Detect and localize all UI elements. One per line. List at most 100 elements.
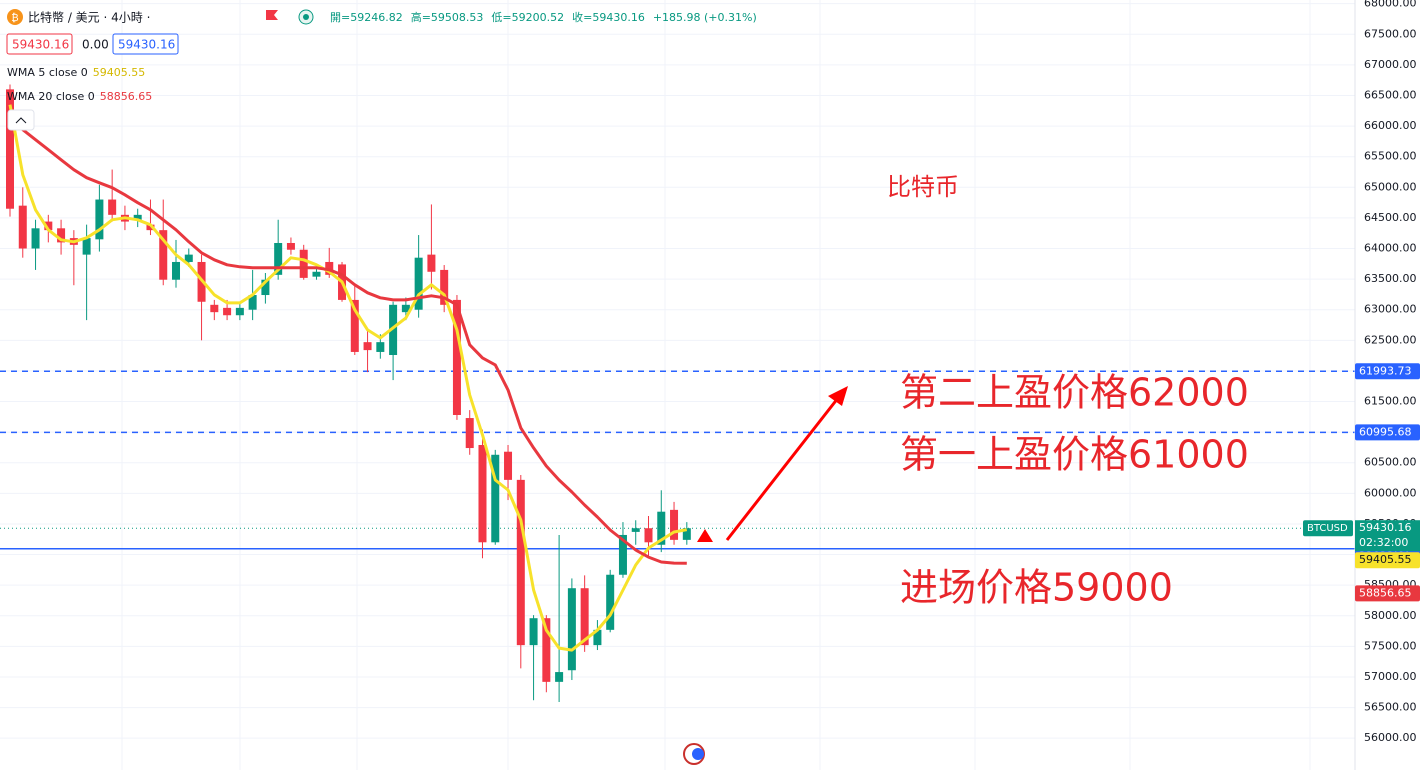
candle-body	[6, 89, 14, 209]
y-tick-label: 64000.00	[1364, 242, 1417, 255]
wma-tag-bg	[1355, 585, 1420, 602]
coin-icon	[7, 9, 23, 25]
candle-body	[606, 574, 615, 630]
coin-icon-glyph: ₿	[11, 12, 18, 24]
legend-value: 58856.65	[100, 90, 153, 103]
candle-body	[593, 629, 602, 646]
candle-body	[389, 304, 398, 356]
symbol-tag-bg	[1303, 520, 1353, 537]
candle-body	[299, 249, 308, 278]
candle-body	[631, 528, 640, 532]
annotation: 第二上盈价格62000	[900, 371, 1249, 415]
candle-body	[223, 307, 232, 316]
collapse-icon	[15, 117, 27, 124]
candle-body	[644, 528, 653, 543]
y-tick-label: 56000.00	[1364, 731, 1417, 744]
y-tick-label: 65500.00	[1364, 150, 1417, 163]
y-tick-label: 60500.00	[1364, 456, 1417, 469]
ohlc-value: +185.98 (+0.31%)	[653, 11, 757, 24]
hline-tag: 60995.68	[1359, 425, 1412, 438]
marker-triangle	[697, 529, 713, 542]
y-tick-label: 57000.00	[1364, 670, 1417, 683]
y-tick-label: 58000.00	[1364, 609, 1417, 622]
vertical-grid	[121, 0, 1311, 770]
y-tick-label: 61500.00	[1364, 395, 1417, 408]
candle-body	[516, 479, 525, 646]
y-tick-label: 65000.00	[1364, 180, 1417, 193]
target-arrow	[725, 386, 848, 541]
wma-tag: 59405.55	[1359, 553, 1412, 566]
legend-name: WMA 5 close 0	[7, 66, 88, 79]
hline-tag-bg	[1355, 424, 1420, 441]
candle-body	[286, 242, 295, 250]
ask-box[interactable]	[112, 33, 179, 55]
candle-body	[18, 205, 27, 249]
candle-body	[82, 238, 91, 255]
y-tick-label: 56500.00	[1364, 701, 1417, 714]
bid-box[interactable]	[6, 33, 73, 55]
y-tick-label: 64500.00	[1364, 211, 1417, 224]
candle-body	[312, 271, 321, 277]
candle-body	[95, 199, 104, 240]
y-tick-label: 63500.00	[1364, 272, 1417, 285]
candle-body	[184, 254, 193, 262]
wma-tag: 58856.65	[1359, 586, 1412, 599]
candle-body	[210, 304, 219, 313]
candle-body	[452, 299, 461, 415]
legend-name: WMA 20 close 0	[7, 90, 95, 103]
y-tick-label: 67000.00	[1364, 58, 1417, 71]
candle-body	[440, 269, 449, 305]
candle-body	[401, 304, 410, 313]
candle-body	[504, 451, 513, 480]
symbol-tag: BTCUSD	[1307, 523, 1348, 534]
candle-body	[57, 228, 66, 243]
annotation: 第一上盈价格61000	[900, 433, 1249, 477]
candle-body	[542, 618, 551, 682]
y-tick-label: 62500.00	[1364, 333, 1417, 346]
candle-body	[427, 254, 436, 272]
symbol: 比特幣 / 美元 · 4小時 ·	[28, 10, 150, 25]
candle-body	[670, 509, 679, 540]
hline-tag: 61993.73	[1359, 364, 1412, 377]
ask-price: 59430.16	[118, 38, 175, 52]
ohlc-value: 開=59246.82	[330, 11, 403, 24]
y-tick-label: 57500.00	[1364, 639, 1417, 652]
candle-body	[146, 224, 155, 231]
candle-body	[350, 299, 359, 352]
candle-body	[248, 295, 257, 310]
candle-body	[414, 257, 423, 310]
candle-body	[478, 444, 487, 543]
candle-body	[376, 342, 385, 352]
candle-body	[44, 221, 53, 231]
last-price-tag: 59430.16	[1359, 521, 1412, 534]
candle-body	[567, 588, 576, 671]
eye-icon-dot	[303, 14, 309, 20]
countdown: 02:32:00	[1359, 536, 1408, 549]
last-price-tag-bg	[1355, 520, 1420, 552]
candle-body	[580, 588, 589, 646]
y-tick-label: 68000.00	[1364, 0, 1417, 10]
candle-body	[108, 199, 117, 215]
wma-line	[8, 104, 688, 652]
annotation: 比特币	[887, 173, 959, 201]
candle-body	[618, 534, 627, 575]
y-tick-label: 67500.00	[1364, 27, 1417, 40]
candle-body	[274, 242, 283, 275]
candle-body	[657, 511, 666, 545]
collapse-button[interactable]	[7, 109, 35, 131]
candle-body	[529, 618, 538, 646]
spread: 0.00	[82, 38, 109, 52]
candle-body	[555, 672, 564, 682]
candle-body	[235, 307, 244, 316]
annotation: 进场价格59000	[900, 566, 1173, 610]
y-tick-label: 60000.00	[1364, 486, 1417, 499]
bid-price: 59430.16	[12, 38, 69, 52]
legend-value: 59405.55	[93, 66, 146, 79]
wma-line	[8, 116, 687, 565]
ohlc-value: 收=59430.16	[572, 10, 645, 24]
candle-body	[133, 214, 142, 220]
y-tick-label: 63000.00	[1364, 303, 1417, 316]
candle-body	[363, 342, 372, 351]
flag-icon[interactable]	[266, 10, 278, 20]
